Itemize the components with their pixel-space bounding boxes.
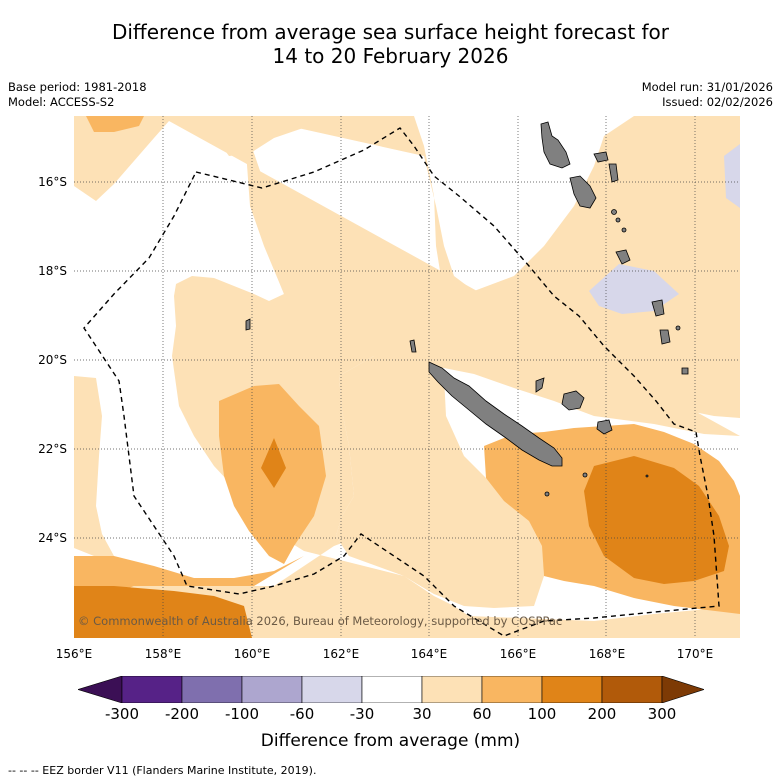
colorbar-segment-200-300 xyxy=(601,676,663,703)
vanuatu-small-island-2 xyxy=(615,217,621,223)
colorbar-segment-below-min xyxy=(78,676,123,703)
colorbar-segment-neg60-neg30 xyxy=(301,676,363,703)
colorbar-segment-neg300-neg200 xyxy=(121,676,183,703)
vanuatu-tanna xyxy=(659,329,671,345)
loyalty-island-lifou xyxy=(561,390,585,411)
anomaly-100-200-region xyxy=(74,438,729,638)
colorbar-tick-300: 300 xyxy=(647,705,677,723)
map-svg xyxy=(74,116,740,638)
title-line-2: 14 to 20 February 2026 xyxy=(272,44,509,68)
hunter-island xyxy=(582,472,588,478)
colorbar-tick-neg30: -30 xyxy=(349,705,375,723)
lon-label-170e: 170°E xyxy=(676,647,714,661)
matthew-island xyxy=(645,474,649,478)
lon-label-168e: 168°E xyxy=(588,647,626,661)
colorbar-segment-neg30-30 xyxy=(361,676,423,703)
vanuatu-aneityum xyxy=(681,367,689,375)
lat-label-18s: 18°S xyxy=(38,264,67,278)
lon-label-166e: 166°E xyxy=(499,647,537,661)
lat-label-22s: 22°S xyxy=(38,442,67,456)
colorbar-segment-above-max xyxy=(661,676,704,703)
colorbar-segment-neg100-neg60 xyxy=(241,676,303,703)
belep-islet xyxy=(409,339,417,353)
lat-label-16s: 16°S xyxy=(38,175,67,189)
chesterfield-islet xyxy=(245,318,251,331)
model-run-date: Model run: 31/01/2026 xyxy=(641,80,773,94)
lon-label-156e: 156°E xyxy=(55,647,93,661)
chart-title: Difference from average sea surface heig… xyxy=(0,20,781,68)
lon-label-162e: 162°E xyxy=(322,647,360,661)
colorbar-segment-30-60 xyxy=(421,676,483,703)
colorbar-tick-neg200: -200 xyxy=(164,705,200,723)
metadata-right: Model run: 31/01/2026 Issued: 02/02/2026 xyxy=(642,80,773,110)
colorbar-segment-60-100 xyxy=(481,676,543,703)
colorbar-segment-100-200 xyxy=(541,676,603,703)
map-panel: © Commonwealth of Australia 2026, Bureau… xyxy=(74,116,740,638)
lat-label-20s: 20°S xyxy=(38,353,67,367)
lon-label-158e: 158°E xyxy=(144,647,182,661)
lon-label-164e: 164°E xyxy=(410,647,448,661)
colorbar-tick-100: 100 xyxy=(527,705,557,723)
loyalty-island-ouvea xyxy=(535,377,545,393)
anomaly-60-100-region xyxy=(74,116,740,614)
colorbar xyxy=(78,676,704,703)
eez-border xyxy=(83,127,720,637)
walpole-island xyxy=(544,491,550,497)
anomaly-30-60-main xyxy=(244,116,740,608)
issued-date: Issued: 02/02/2026 xyxy=(662,95,773,109)
new-caledonia-landmass xyxy=(428,361,563,467)
lat-label-24s: 24°S xyxy=(38,531,67,545)
vanuatu-espiritu-santo xyxy=(540,121,571,169)
vanuatu-maewo xyxy=(593,151,609,163)
colorbar-tick-neg300: -300 xyxy=(104,705,140,723)
vanuatu-erromango xyxy=(651,299,665,317)
vanuatu-small-island-1 xyxy=(611,209,617,215)
vanuatu-pentecost xyxy=(608,163,619,183)
colorbar-tick-60: 60 xyxy=(472,705,492,723)
anomaly-neg-30-60-region-b xyxy=(724,144,740,208)
loyalty-island-mare xyxy=(596,419,613,435)
colorbar-tick-neg60: -60 xyxy=(289,705,315,723)
metadata-left: Base period: 1981-2018 Model: ACCESS-S2 xyxy=(8,80,147,110)
vanuatu-efate xyxy=(615,249,631,265)
colorbar-title: Difference from average (mm) xyxy=(260,731,521,751)
base-period: Base period: 1981-2018 xyxy=(8,80,147,94)
vanuatu-small-island-3 xyxy=(621,227,627,233)
vanuatu-small-island-4 xyxy=(675,325,681,331)
colorbar-tick-neg100: -100 xyxy=(224,705,260,723)
model-name: Model: ACCESS-S2 xyxy=(8,95,115,109)
land-masses xyxy=(245,121,689,497)
copyright-notice: © Commonwealth of Australia 2026, Bureau… xyxy=(78,614,563,628)
title-line-1: Difference from average sea surface heig… xyxy=(111,20,670,44)
colorbar-segment-neg200-neg100 xyxy=(181,676,243,703)
eez-footnote: -- -- -- EEZ border V11 (Flanders Marine… xyxy=(8,764,317,777)
colorbar-tick-30: 30 xyxy=(412,705,432,723)
lon-label-160e: 160°E xyxy=(233,647,271,661)
colorbar-tick-200: 200 xyxy=(587,705,617,723)
graticule xyxy=(74,116,740,638)
vanuatu-malekula xyxy=(569,175,597,209)
